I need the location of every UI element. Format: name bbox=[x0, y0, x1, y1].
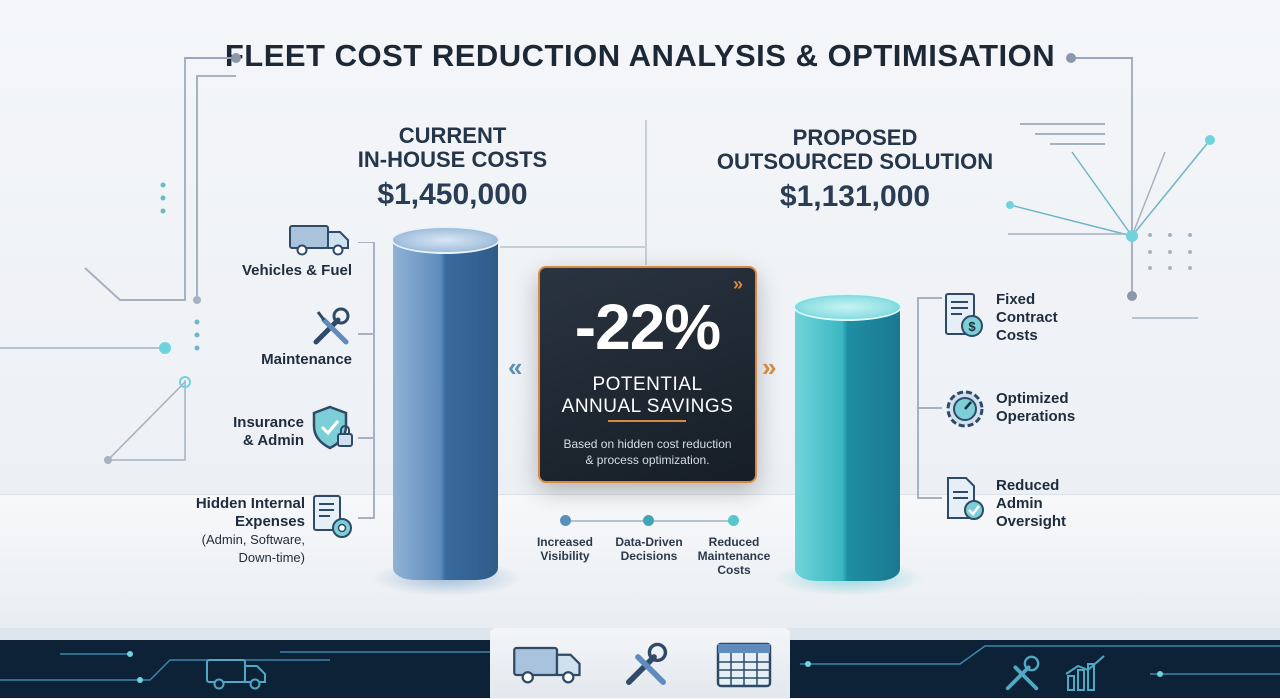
benefit-3-line3: Costs bbox=[717, 563, 751, 577]
savings-label-line2: ANNUAL SAVINGS bbox=[561, 396, 734, 417]
right-bracket bbox=[914, 296, 942, 502]
title-line-left bbox=[185, 57, 235, 59]
item-fixed-line2: Contract bbox=[996, 309, 1058, 326]
title-dot-right bbox=[1066, 53, 1076, 63]
item-vehicles-fuel: Vehicles & Fuel bbox=[241, 262, 352, 279]
savings-card: -22% POTENTIAL ANNUAL SAVINGS Based on h… bbox=[538, 266, 757, 483]
item-hidden-line1: Hidden Internal bbox=[195, 495, 305, 512]
savings-percent: -22% bbox=[574, 291, 721, 363]
item-reduced-line1: Reduced bbox=[996, 477, 1060, 494]
item-optimized-operations: Optimized Operations bbox=[996, 390, 1106, 426]
circuit-lines-right bbox=[1000, 0, 1280, 520]
footer-calendar-grid-icon bbox=[716, 642, 774, 695]
shield-check-lock-icon bbox=[310, 404, 356, 452]
document-gear-icon bbox=[312, 494, 356, 542]
proposed-amount: $1,131,000 bbox=[779, 180, 931, 213]
current-heading: CURRENT IN-HOUSE COSTS $1,450,000 bbox=[330, 124, 575, 212]
current-amount: $1,450,000 bbox=[377, 178, 528, 211]
footer-tools-icon bbox=[1000, 654, 1044, 699]
item-insurance-admin: Insurance & Admin bbox=[200, 414, 304, 450]
item-reduced-line2: Admin bbox=[996, 495, 1043, 512]
right-chevron-icon: » bbox=[762, 352, 777, 382]
left-chevron-icon: « bbox=[508, 352, 523, 382]
item-hidden-sub2: Down-time) bbox=[238, 550, 305, 565]
proposed-heading-line2: OUTSOURCED SOLUTION bbox=[716, 149, 994, 174]
svg-text:$: $ bbox=[968, 319, 976, 334]
benefit-1-line2: Visibility bbox=[540, 549, 590, 563]
item-maintenance: Maintenance bbox=[261, 351, 352, 368]
card-chevron-icon: » bbox=[732, 274, 743, 294]
item-insurance-line1: Insurance bbox=[233, 414, 304, 431]
item-optimized-line2: Operations bbox=[996, 408, 1076, 425]
item-optimized-line1: Optimized bbox=[996, 390, 1069, 407]
item-reduced-admin: Reduced Admin Oversight bbox=[996, 477, 1106, 531]
title-row: FLEET COST REDUCTION ANALYSIS & OPTIMISA… bbox=[0, 38, 1280, 78]
proposed-cost-cylinder bbox=[795, 305, 900, 581]
savings-note-line1: Based on hidden cost reduction bbox=[563, 437, 732, 451]
proposed-heading-line1: PROPOSED bbox=[792, 125, 918, 150]
footer-bar-chart-icon bbox=[1064, 654, 1108, 699]
item-hidden-sub1: (Admin, Software, bbox=[201, 532, 305, 547]
proposed-heading: PROPOSED OUTSOURCED SOLUTION $1,131,000 bbox=[705, 126, 1005, 214]
item-fixed-contract: Fixed Contract Costs bbox=[996, 291, 1106, 345]
footer-centre-wrench-icon bbox=[622, 640, 670, 695]
document-check-icon bbox=[944, 476, 988, 524]
benefit-dot-1 bbox=[560, 515, 571, 526]
benefit-data-driven: Data-Driven Decisions bbox=[606, 535, 692, 563]
footer-centre-truck-icon bbox=[512, 642, 584, 695]
title-line-right bbox=[1075, 57, 1133, 59]
benefit-1-line1: Increased bbox=[536, 535, 594, 549]
item-reduced-line3: Oversight bbox=[996, 513, 1067, 530]
benefit-3-line1: Reduced bbox=[708, 535, 760, 549]
left-bracket bbox=[358, 241, 376, 520]
benefit-3-line2: Maintenance bbox=[697, 549, 771, 563]
item-insurance-line2: & Admin bbox=[242, 432, 304, 449]
center-connector-line bbox=[500, 246, 645, 248]
footer-truck-icon bbox=[205, 656, 269, 697]
truck-icon bbox=[288, 222, 352, 258]
current-cost-cylinder bbox=[393, 238, 498, 580]
circuit-lines-left bbox=[0, 0, 260, 520]
current-heading-line1: CURRENT bbox=[398, 123, 507, 148]
benefit-2-line1: Data-Driven bbox=[615, 535, 683, 549]
savings-label: POTENTIAL ANNUAL SAVINGS bbox=[540, 374, 755, 418]
benefit-reduced-maintenance: Reduced Maintenance Costs bbox=[690, 535, 778, 577]
item-hidden-line2: Expenses bbox=[234, 513, 305, 530]
savings-underline bbox=[608, 420, 686, 422]
center-divider bbox=[645, 120, 647, 265]
proposed-cost-cylinder-top bbox=[793, 293, 902, 321]
gear-gauge-icon bbox=[942, 386, 988, 432]
current-cost-cylinder-top bbox=[391, 226, 500, 254]
benefit-increased-visibility: Increased Visibility bbox=[525, 535, 605, 563]
platform bbox=[0, 494, 1280, 629]
savings-note: Based on hidden cost reduction & process… bbox=[540, 436, 755, 468]
page-title: FLEET COST REDUCTION ANALYSIS & OPTIMISA… bbox=[224, 38, 1056, 73]
current-heading-line2: IN-HOUSE COSTS bbox=[357, 147, 548, 172]
savings-note-line2: & process optimization. bbox=[585, 453, 710, 467]
item-hidden-expenses: Hidden Internal Expenses (Admin, Softwar… bbox=[150, 495, 305, 567]
title-dot-left bbox=[231, 53, 241, 63]
wrench-screwdriver-icon bbox=[310, 306, 352, 348]
item-fixed-line3: Costs bbox=[996, 327, 1038, 344]
item-fixed-line1: Fixed bbox=[996, 291, 1036, 308]
benefit-dot-3 bbox=[728, 515, 739, 526]
contract-dollar-icon: $ bbox=[942, 292, 986, 340]
benefit-2-line2: Decisions bbox=[620, 549, 678, 563]
benefit-dot-2 bbox=[643, 515, 654, 526]
savings-label-line1: POTENTIAL bbox=[592, 374, 703, 395]
